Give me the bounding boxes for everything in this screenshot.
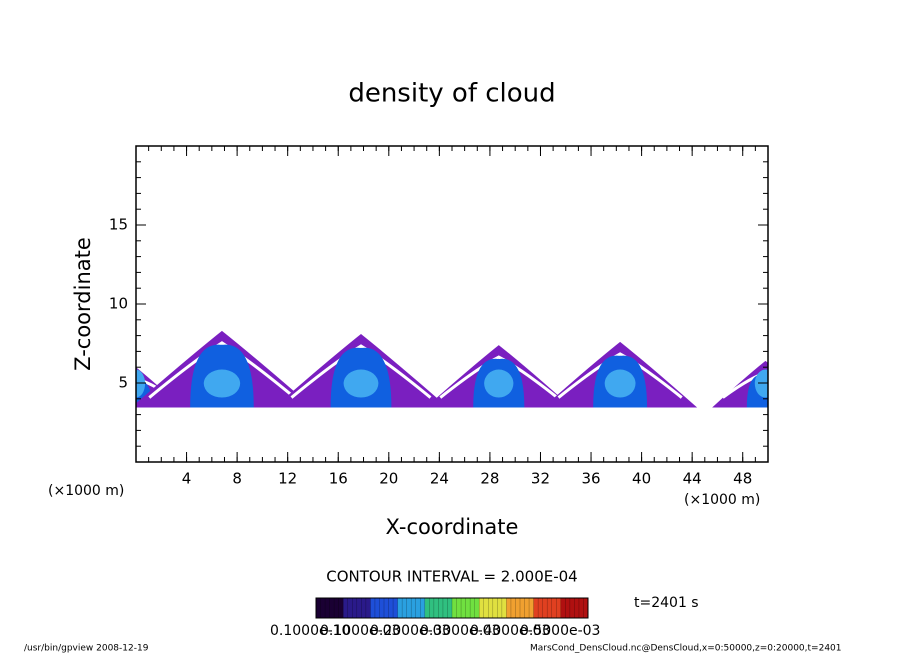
x-tick-label: 12: [278, 470, 297, 488]
x-tick-label: 20: [379, 470, 398, 488]
colorbar-label: 0.1000e-10: [270, 623, 350, 639]
cloud-center: [484, 369, 514, 398]
x-tick-label: 32: [531, 470, 550, 488]
cloud-gap: [557, 352, 683, 399]
chart-title: density of cloud: [348, 79, 555, 109]
footer: MarsCond_DensCloud.nc@DensCloud,x=0:5000…: [530, 644, 842, 654]
y-tick-label: 5: [118, 374, 128, 392]
plot-frame: [135, 145, 769, 463]
colorbar-segment: [370, 598, 399, 618]
y-axis-label: Z-coordinate: [71, 237, 95, 371]
colorbar-segment: [560, 598, 589, 618]
cloud-center: [604, 369, 636, 398]
colorbar-frame: [315, 597, 589, 619]
colorbar-segment: [479, 598, 507, 618]
colorbar-segment: [533, 598, 562, 618]
x-unit: (×1000 m): [684, 492, 760, 508]
cloud-center: [203, 369, 241, 398]
x-tick-label: 48: [733, 470, 752, 488]
colorbar-label: 0.4000e-03: [470, 623, 550, 639]
y-tick-label: 10: [109, 295, 128, 313]
colorbar-segment: [316, 598, 344, 618]
footer: /usr/bin/gpview 2008-12-19: [24, 644, 149, 654]
x-tick-label: 16: [329, 470, 348, 488]
x-tick-label: 36: [581, 470, 600, 488]
x-tick-label: 24: [430, 470, 449, 488]
contour-interval: CONTOUR INTERVAL = 2.000E-04: [326, 568, 577, 586]
cloud-gap: [439, 355, 559, 399]
x-axis-label: X-coordinate: [386, 515, 519, 539]
colorbar-segment: [452, 598, 480, 618]
colorbar-label: 0.1000e-03: [320, 623, 400, 639]
x-tick-label: 40: [632, 470, 651, 488]
x-tick-label: 4: [182, 470, 192, 488]
colorbar-segment: [343, 598, 371, 618]
colorbar-segment: [506, 598, 535, 618]
contour-cells: [136, 330, 768, 408]
y-tick-label: 15: [109, 216, 128, 234]
cloud-gap: [148, 341, 296, 399]
colorbar-segment: [397, 598, 426, 618]
cloud-center: [136, 369, 146, 398]
x-tick-label: 28: [480, 470, 499, 488]
colorbar-label: 0.3000e-03: [420, 623, 500, 639]
colorbar-segment: [424, 598, 453, 618]
x-tick-label: 44: [683, 470, 702, 488]
colorbar: [315, 598, 589, 618]
x-tick-label: 8: [232, 470, 242, 488]
cloud-center: [754, 369, 768, 398]
colorbar-label: 0.2000e-03: [370, 623, 450, 639]
time-label: t=2401 s: [634, 595, 699, 611]
colorbar-label: 0.5000e-03: [520, 623, 600, 639]
x-unit: (×1000 m): [48, 483, 124, 499]
cloud-center: [343, 369, 379, 398]
cloud-gap: [290, 344, 432, 399]
